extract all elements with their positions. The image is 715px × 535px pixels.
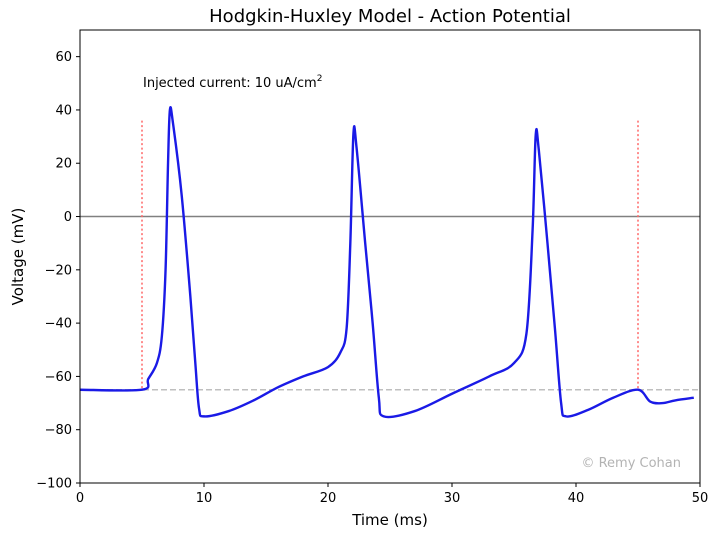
y-tick-label: −20	[45, 263, 72, 278]
y-tick-label: −40	[45, 317, 72, 332]
y-tick-label: 20	[55, 157, 72, 172]
x-tick-label: 10	[196, 491, 213, 506]
chart-title: Hodgkin-Huxley Model - Action Potential	[209, 6, 571, 27]
y-axis-ticks: −100 −80 −60 −40 −20 0 20 40 60	[36, 50, 80, 492]
annotation-superscript: 2	[317, 74, 323, 84]
x-tick-label: 0	[76, 491, 84, 506]
x-axis-label: Time (ms)	[351, 511, 428, 529]
y-axis-label: Voltage (mV)	[9, 208, 27, 306]
y-tick-label: 40	[55, 103, 72, 118]
x-tick-label: 20	[320, 491, 337, 506]
y-tick-label: −60	[45, 370, 72, 385]
y-tick-label: 60	[55, 50, 72, 65]
x-tick-label: 40	[568, 491, 585, 506]
y-tick-label: −80	[45, 423, 72, 438]
x-tick-label: 50	[692, 491, 709, 506]
watermark: © Remy Cohan	[581, 456, 681, 471]
voltage-series-line	[79, 106, 694, 419]
x-tick-label: 30	[444, 491, 461, 506]
annotation-text: Injected current: 10 uA/cm	[143, 76, 317, 91]
x-axis-ticks: 0 10 20 30 40 50	[76, 483, 708, 506]
y-tick-label: −100	[36, 477, 72, 492]
reference-lines	[80, 120, 700, 391]
y-tick-label: 0	[64, 210, 72, 225]
injected-current-annotation: Injected current: 10 uA/cm2	[143, 74, 322, 91]
axes-frame	[79, 29, 701, 484]
